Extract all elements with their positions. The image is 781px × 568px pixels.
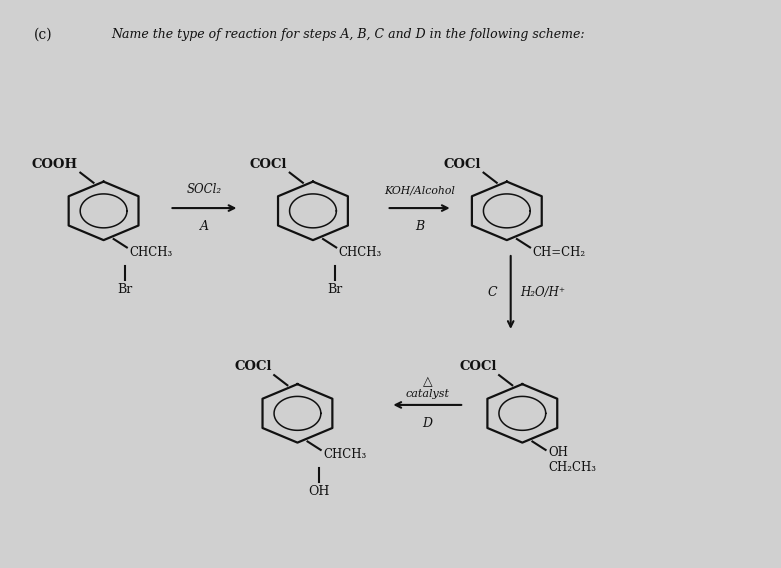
Text: COCl: COCl: [250, 158, 287, 171]
Text: CHCH₃: CHCH₃: [129, 246, 173, 259]
Text: SOCl₂: SOCl₂: [187, 183, 222, 196]
Text: Name the type of reaction for steps A, B, C and D in the following scheme:: Name the type of reaction for steps A, B…: [112, 28, 585, 41]
Text: B: B: [415, 220, 424, 233]
Text: OH: OH: [308, 485, 330, 498]
Text: CH₂CH₃: CH₂CH₃: [548, 461, 596, 474]
Text: COCl: COCl: [234, 361, 272, 373]
Text: Br: Br: [118, 283, 133, 296]
Text: CHCH₃: CHCH₃: [323, 448, 366, 461]
Text: D: D: [423, 417, 433, 431]
Text: A: A: [200, 220, 209, 233]
Text: CH=CH₂: CH=CH₂: [533, 246, 586, 259]
Text: OH: OH: [548, 446, 568, 459]
Text: (c): (c): [34, 28, 52, 42]
Text: △: △: [423, 375, 432, 388]
Text: COCl: COCl: [459, 361, 497, 373]
Text: C: C: [487, 286, 497, 299]
Text: catalyst: catalyst: [405, 389, 449, 399]
Text: CHCH₃: CHCH₃: [338, 246, 382, 259]
Text: COCl: COCl: [444, 158, 481, 171]
Text: COOH: COOH: [32, 158, 78, 171]
Text: H₂O/H⁺: H₂O/H⁺: [520, 286, 565, 299]
Text: Br: Br: [327, 283, 342, 296]
Text: KOH/Alcohol: KOH/Alcohol: [384, 186, 455, 196]
